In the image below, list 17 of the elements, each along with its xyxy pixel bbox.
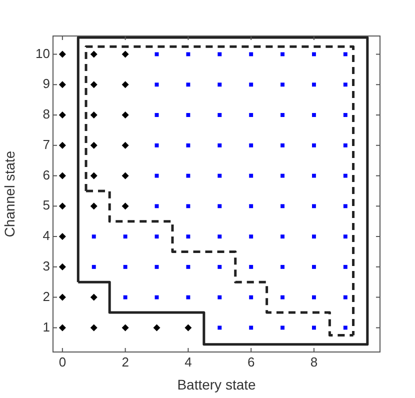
y-tick-label: 8 <box>42 106 50 122</box>
x-tick-label: 2 <box>122 354 129 370</box>
y-tick-label: 3 <box>42 258 50 274</box>
y-tick-label: 6 <box>42 167 50 182</box>
x-axis-title: Battery state <box>177 376 256 392</box>
y-axis-title: Channel state <box>1 150 18 238</box>
x-tick-label: 6 <box>247 354 255 370</box>
y-tick-label: 2 <box>42 288 50 304</box>
y-tick-label: 1 <box>42 319 50 334</box>
y-tick-label: 5 <box>42 198 50 213</box>
x-tick-label: 4 <box>184 354 192 370</box>
y-tick-label: 9 <box>42 76 50 92</box>
y-tick-label: 7 <box>42 136 50 152</box>
x-tick-label: 8 <box>310 354 318 370</box>
x-tick-label: 0 <box>58 354 66 370</box>
y-tick-label: 4 <box>42 228 50 244</box>
y-tick-label: 10 <box>36 46 50 61</box>
